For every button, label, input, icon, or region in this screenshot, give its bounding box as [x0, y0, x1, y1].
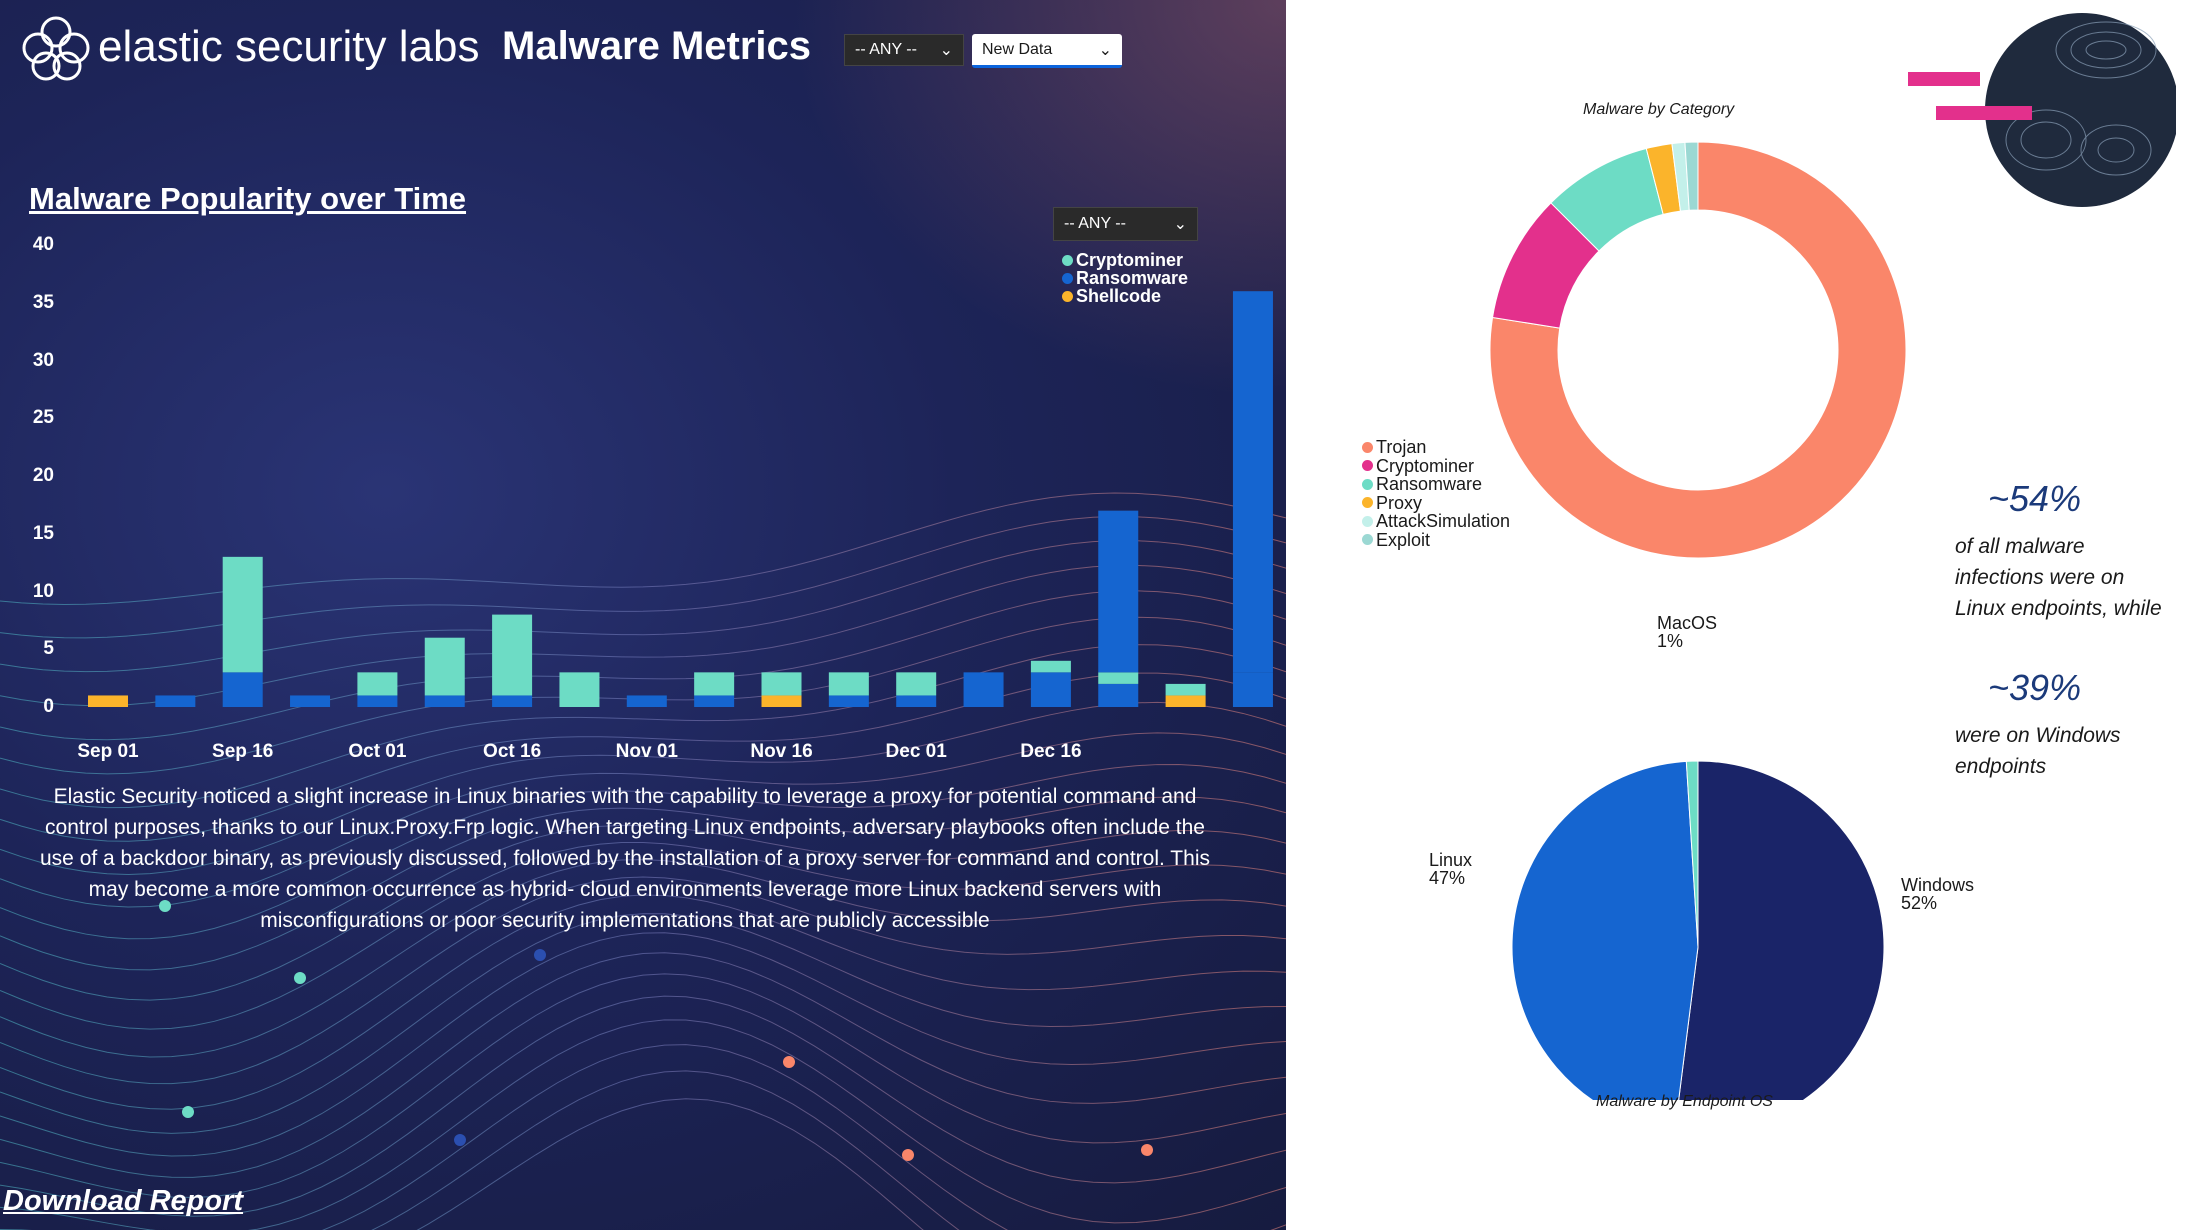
- bar-segment-ransomware[interactable]: [1233, 672, 1273, 707]
- stat-line: Linux endpoints, while: [1955, 593, 2162, 624]
- linux-stat-text: of all malware infections were on Linux …: [1955, 531, 2162, 624]
- bar-segment-ransomware[interactable]: [1098, 684, 1138, 707]
- legend-dot: [1362, 460, 1373, 471]
- legend-label: Cryptominer: [1376, 457, 1474, 476]
- bar-segment-ransomware[interactable]: [1031, 672, 1071, 707]
- bar-segment-shellcode[interactable]: [1166, 695, 1206, 707]
- stat-line: of all malware: [1955, 531, 2162, 562]
- stat-line: were on Windows: [1955, 720, 2121, 751]
- legend-dot: [1362, 516, 1373, 527]
- bar-segment-ransomware[interactable]: [964, 672, 1004, 707]
- bar-chart-plot: [0, 0, 1286, 760]
- bar-segment-cryptominer[interactable]: [425, 638, 465, 696]
- bar-segment-cryptominer[interactable]: [1031, 661, 1071, 673]
- slice-label-name: Linux: [1429, 851, 1472, 869]
- pie-slice-windows[interactable]: [1675, 761, 1884, 1100]
- bar-segment-cryptominer[interactable]: [492, 615, 532, 696]
- windows-percentage-stat: ~39%: [1988, 667, 2081, 709]
- bar-segment-cryptominer[interactable]: [694, 672, 734, 695]
- bar-segment-ransomware[interactable]: [223, 672, 263, 707]
- stat-line: endpoints: [1955, 751, 2121, 782]
- legend-dot: [1362, 442, 1373, 453]
- bar-segment-cryptominer[interactable]: [762, 672, 802, 695]
- bar-segment-cryptominer[interactable]: [1098, 672, 1138, 684]
- slice-label-pct: 47%: [1429, 869, 1472, 887]
- stat-line: infections were on: [1955, 562, 2162, 593]
- bar-segment-cryptominer[interactable]: [1166, 684, 1206, 696]
- bar-segment-ransomware[interactable]: [290, 695, 330, 707]
- bar-segment-ransomware[interactable]: [357, 695, 397, 707]
- download-report-link[interactable]: Download Report: [3, 1185, 243, 1218]
- legend-label: Proxy: [1376, 494, 1422, 513]
- insight-paragraph: Elastic Security noticed a slight increa…: [40, 781, 1210, 936]
- bar-segment-cryptominer[interactable]: [357, 672, 397, 695]
- legend-item-attacksimulation[interactable]: AttackSimulation: [1362, 512, 1510, 531]
- legend-item-exploit[interactable]: Exploit: [1362, 531, 1510, 550]
- category-legend: Trojan Cryptominer Ransomware Proxy Atta…: [1362, 438, 1510, 549]
- bar-segment-cryptominer[interactable]: [829, 672, 869, 695]
- legend-item-ransomware[interactable]: Ransomware: [1362, 475, 1510, 494]
- bar-segment-shellcode[interactable]: [88, 695, 128, 707]
- bar-segment-other[interactable]: [1233, 291, 1273, 672]
- legend-label: Trojan: [1376, 438, 1426, 457]
- windows-stat-text: were on Windows endpoints: [1955, 720, 2121, 782]
- slice-label-pct: 52%: [1901, 894, 1974, 912]
- legend-label: Ransomware: [1376, 475, 1482, 494]
- legend-dot: [1362, 479, 1373, 490]
- pie-slice-linux[interactable]: [1512, 761, 1698, 1100]
- bar-segment-ransomware[interactable]: [627, 695, 667, 707]
- slice-label-macos: MacOS 1%: [1657, 614, 1717, 650]
- slice-label-name: Windows: [1901, 876, 1974, 894]
- legend-label: AttackSimulation: [1376, 512, 1510, 531]
- bar-segment-ransomware[interactable]: [829, 695, 869, 707]
- legend-item-proxy[interactable]: Proxy: [1362, 494, 1510, 513]
- legend-item-cryptominer[interactable]: Cryptominer: [1362, 457, 1510, 476]
- legend-dot: [1362, 497, 1373, 508]
- linux-percentage-stat: ~54%: [1988, 478, 2081, 520]
- bar-segment-ransomware[interactable]: [492, 695, 532, 707]
- left-panel: elastic security labs Malware Metrics --…: [0, 0, 1286, 1230]
- right-panel: Malware by Category Trojan Cryptominer R…: [1286, 0, 2186, 1230]
- legend-label: Exploit: [1376, 531, 1430, 550]
- slice-label-linux: Linux 47%: [1429, 851, 1472, 887]
- bar-segment-ransomware[interactable]: [694, 695, 734, 707]
- bar-segment-other[interactable]: [1098, 511, 1138, 673]
- bar-segment-ransomware[interactable]: [896, 695, 936, 707]
- os-chart-title: Malware by Endpoint OS: [1596, 1093, 1773, 1111]
- bar-segment-ransomware[interactable]: [425, 695, 465, 707]
- slice-label-name: MacOS: [1657, 614, 1717, 632]
- slice-label-windows: Windows 52%: [1901, 876, 1974, 912]
- bar-segment-cryptominer[interactable]: [896, 672, 936, 695]
- bar-segment-cryptominer[interactable]: [223, 557, 263, 673]
- bar-segment-shellcode[interactable]: [762, 695, 802, 707]
- slice-label-pct: 1%: [1657, 632, 1717, 650]
- bar-segment-ransomware[interactable]: [155, 695, 195, 707]
- legend-item-trojan[interactable]: Trojan: [1362, 438, 1510, 457]
- legend-dot: [1362, 534, 1373, 545]
- bar-segment-cryptominer[interactable]: [559, 672, 599, 707]
